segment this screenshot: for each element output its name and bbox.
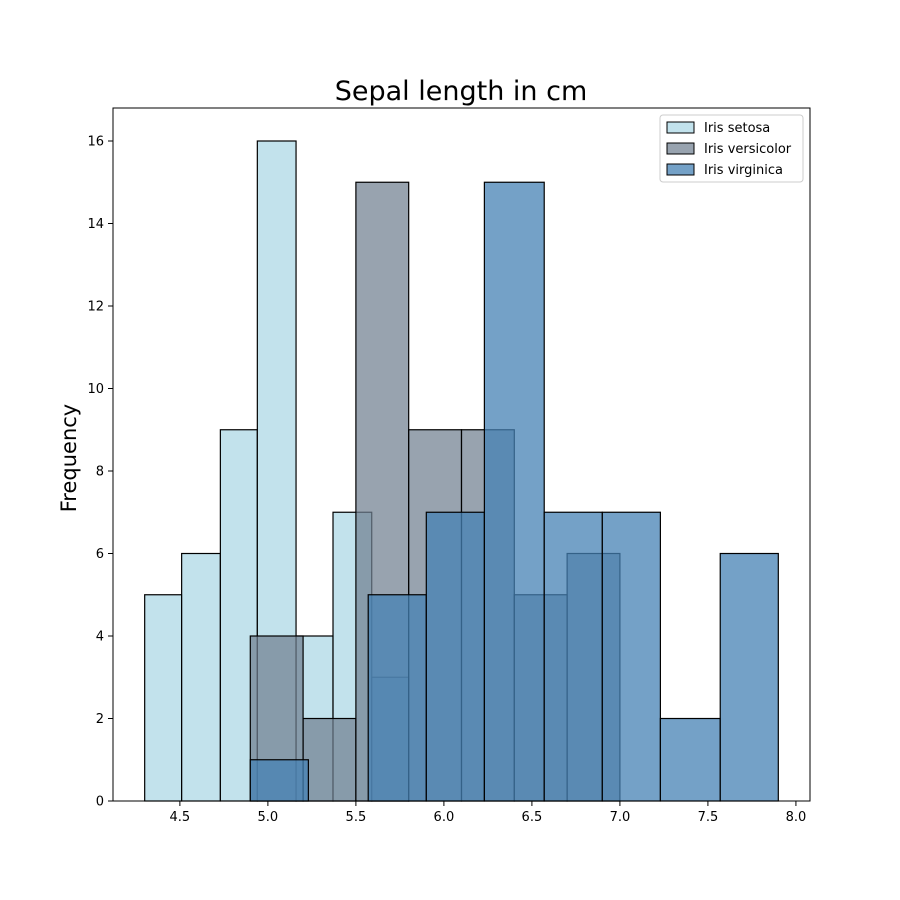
bar-iris-virginica-4 (543, 511, 603, 802)
bar-iris-virginica-1 (367, 594, 427, 802)
legend-label-iris-setosa: Iris setosa (704, 121, 770, 136)
y-tick-label: 2 (96, 712, 104, 727)
x-tick-label: 5.0 (258, 810, 279, 825)
legend-swatch-iris-setosa (666, 121, 695, 134)
y-tick-label: 14 (87, 217, 104, 232)
bar-iris-virginica-2 (425, 511, 485, 802)
legend-swatch-iris-versicolor (666, 142, 695, 155)
legend-label-iris-versicolor: Iris versicolor (704, 142, 792, 157)
bar-iris-virginica-7 (719, 552, 779, 802)
y-tick-label: 16 (87, 135, 104, 150)
bar-iris-virginica-6 (659, 717, 721, 802)
bar-iris-virginica-5 (601, 511, 661, 802)
plot-frame (112, 107, 811, 802)
x-tick-label: 6.5 (522, 810, 543, 825)
x-tick-label: 7.0 (610, 810, 631, 825)
x-axis: 4.5 5.0 5.5 6.0 6.5 7.0 7.5 8.0 (170, 801, 807, 825)
bar-iris-setosa-0 (144, 594, 183, 802)
bar-iris-versicolor-1 (302, 717, 357, 802)
y-tick-label: 0 (96, 795, 104, 810)
bar-iris-virginica-3 (483, 181, 545, 802)
x-tick-label: 8.0 (786, 810, 807, 825)
y-axis: 0 2 4 6 8 10 12 14 16 (87, 135, 113, 810)
y-tick-label: 6 (96, 547, 104, 562)
legend-swatch-iris-virginica (666, 163, 695, 176)
chart-title: Sepal length in cm (335, 76, 588, 107)
x-tick-label: 6.0 (434, 810, 455, 825)
bar-iris-virginica-0 (249, 759, 309, 802)
y-tick-label: 12 (87, 300, 104, 315)
legend-box (659, 114, 804, 183)
legend-label-iris-virginica: Iris virginica (704, 163, 783, 178)
x-tick-label: 4.5 (170, 810, 191, 825)
y-tick-label: 10 (87, 382, 104, 397)
y-tick-label: 4 (96, 630, 104, 645)
legend: Iris setosa Iris versicolor Iris virginica (659, 114, 804, 183)
bar-iris-setosa-1 (181, 552, 221, 802)
histogram-bars (144, 140, 779, 802)
x-tick-label: 7.5 (698, 810, 719, 825)
y-tick-label: 8 (96, 465, 104, 480)
x-tick-label: 5.5 (346, 810, 367, 825)
y-axis-label: Frequency (57, 404, 81, 513)
series-iris-virginica (249, 181, 779, 802)
